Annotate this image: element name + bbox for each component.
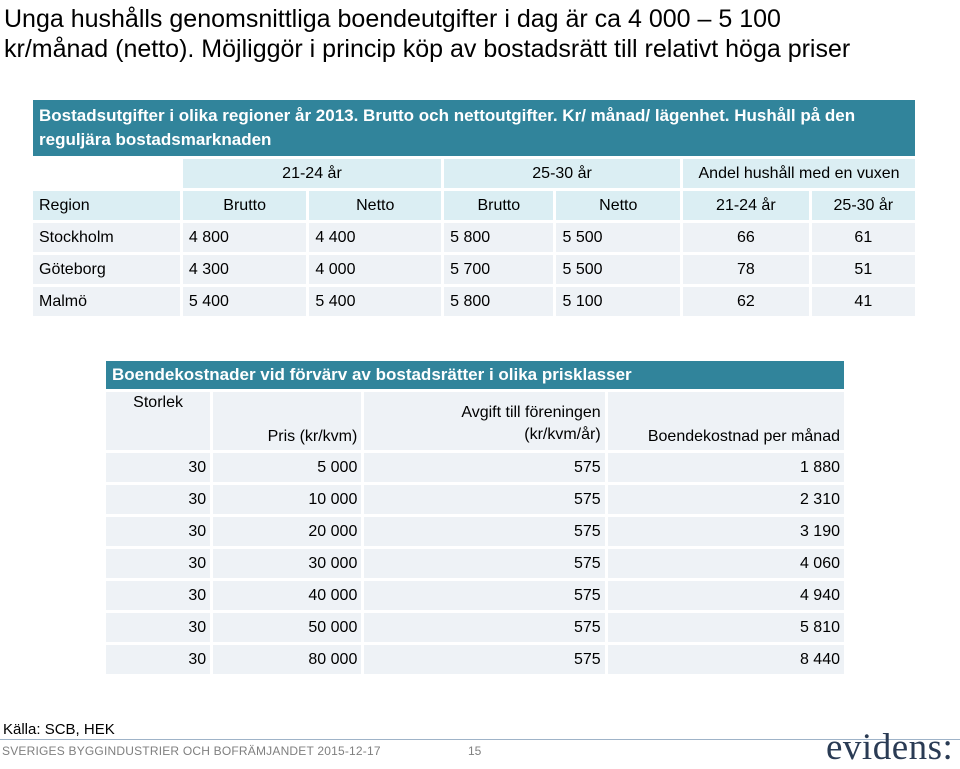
- table1-group-single-adult: Andel hushåll med en vuxen: [683, 159, 915, 188]
- table-cell: 50 000: [213, 613, 362, 642]
- table-cell: 51: [811, 255, 915, 284]
- table2-col-size: Storlek: [106, 392, 211, 450]
- table-cell: 575: [364, 549, 605, 578]
- table-cell: 4 400: [309, 223, 442, 252]
- table-row: Göteborg 4 300 4 000 5 700 5 500 78 51: [33, 255, 915, 284]
- table-row: 30 20 000 575 3 190: [106, 517, 844, 546]
- table-cell: 30: [106, 645, 211, 674]
- table2-col-fee: Avgift till föreningen (kr/kvm/år): [364, 392, 605, 450]
- table1-group-25-30: 25-30 år: [444, 159, 681, 188]
- table1-group-21-24: 21-24 år: [182, 159, 442, 188]
- table-cell: 5 400: [182, 287, 307, 316]
- table-cell: 62: [683, 287, 809, 316]
- table-cell: 4 000: [309, 255, 442, 284]
- table-cell: 1 880: [607, 453, 844, 482]
- table-cell: 40 000: [213, 581, 362, 610]
- table-cell: 575: [364, 485, 605, 514]
- housing-costs-by-region-table: Bostadsutgifter i olika regioner år 2013…: [30, 97, 918, 319]
- table-cell: 4 940: [607, 581, 844, 610]
- slide-title-line-2: kr/månad (netto). Möjliggör i princip kö…: [4, 35, 851, 63]
- table-cell: Malmö: [33, 287, 180, 316]
- table2-col-fee-line-2: (kr/kvm/år): [524, 426, 601, 443]
- table1-col-netto-21: Netto: [309, 191, 442, 220]
- table-cell: 30: [106, 613, 211, 642]
- table1-col-region: Region: [33, 191, 180, 220]
- table1-col-brutto-21: Brutto: [182, 191, 307, 220]
- table-cell: 20 000: [213, 517, 362, 546]
- table2-caption: Boendekostnader vid förvärv av bostadsrä…: [106, 361, 844, 389]
- table-cell: 4 300: [182, 255, 307, 284]
- table-row: 30 10 000 575 2 310: [106, 485, 844, 514]
- table-cell: 5 500: [556, 255, 681, 284]
- table-row: Malmö 5 400 5 400 5 800 5 100 62 41: [33, 287, 915, 316]
- table-row: 30 30 000 575 4 060: [106, 549, 844, 578]
- purchase-cost-table: Boendekostnader vid förvärv av bostadsrä…: [103, 358, 847, 677]
- table-row: Stockholm 4 800 4 400 5 800 5 500 66 61: [33, 223, 915, 252]
- table-cell: 575: [364, 453, 605, 482]
- table-cell: 10 000: [213, 485, 362, 514]
- table-row: 30 50 000 575 5 810: [106, 613, 844, 642]
- table-cell: 5 500: [556, 223, 681, 252]
- table-cell: 8 440: [607, 645, 844, 674]
- table-cell: 4 060: [607, 549, 844, 578]
- table-cell: 78: [683, 255, 809, 284]
- table-cell: 30: [106, 485, 211, 514]
- table2-col-fee-line-1: Avgift till föreningen: [461, 404, 601, 421]
- table-cell: 30: [106, 581, 211, 610]
- table2-col-cost: Boendekostnad per månad: [607, 392, 844, 450]
- table-cell: 5 100: [556, 287, 681, 316]
- table-cell: 30: [106, 453, 211, 482]
- table1-caption: Bostadsutgifter i olika regioner år 2013…: [33, 100, 915, 156]
- table-cell: 66: [683, 223, 809, 252]
- slide-title-line-1: Unga hushålls genomsnittliga boendeutgif…: [4, 5, 781, 33]
- table-cell: 575: [364, 645, 605, 674]
- table2-col-price: Pris (kr/kvm): [213, 392, 362, 450]
- table-cell: 5 810: [607, 613, 844, 642]
- table-row: 30 5 000 575 1 880: [106, 453, 844, 482]
- table-cell: 80 000: [213, 645, 362, 674]
- table-cell: Stockholm: [33, 223, 180, 252]
- table1-col-share-25: 25-30 år: [811, 191, 915, 220]
- slide-title: Unga hushålls genomsnittliga boendeutgif…: [4, 4, 954, 64]
- table-cell: 5 800: [444, 287, 554, 316]
- table-cell: 575: [364, 613, 605, 642]
- page-number: 15: [468, 744, 482, 758]
- table-row: 30 80 000 575 8 440: [106, 645, 844, 674]
- footer-divider: [0, 739, 960, 740]
- table-cell: 2 310: [607, 485, 844, 514]
- table-row: 30 40 000 575 4 940: [106, 581, 844, 610]
- table-cell: 30: [106, 549, 211, 578]
- evidens-logo: evidens:: [826, 727, 954, 768]
- table1-header-blank: [33, 159, 180, 188]
- table-cell: 30: [106, 517, 211, 546]
- table-cell: Göteborg: [33, 255, 180, 284]
- source-note: Källa: SCB, HEK: [3, 721, 115, 738]
- table-cell: 5 700: [444, 255, 554, 284]
- table-cell: 30 000: [213, 549, 362, 578]
- table1-col-brutto-25: Brutto: [444, 191, 554, 220]
- table-cell: 3 190: [607, 517, 844, 546]
- table-cell: 4 800: [182, 223, 307, 252]
- table-cell: 5 000: [213, 453, 362, 482]
- table-cell: 41: [811, 287, 915, 316]
- table1-col-netto-25: Netto: [556, 191, 681, 220]
- table-cell: 575: [364, 517, 605, 546]
- table-cell: 61: [811, 223, 915, 252]
- footer-text: SVERIGES BYGGINDUSTRIER OCH BOFRÄMJANDET…: [2, 744, 381, 758]
- table-cell: 5 800: [444, 223, 554, 252]
- table-cell: 5 400: [309, 287, 442, 316]
- table-cell: 575: [364, 581, 605, 610]
- table1-col-share-21: 21-24 år: [683, 191, 809, 220]
